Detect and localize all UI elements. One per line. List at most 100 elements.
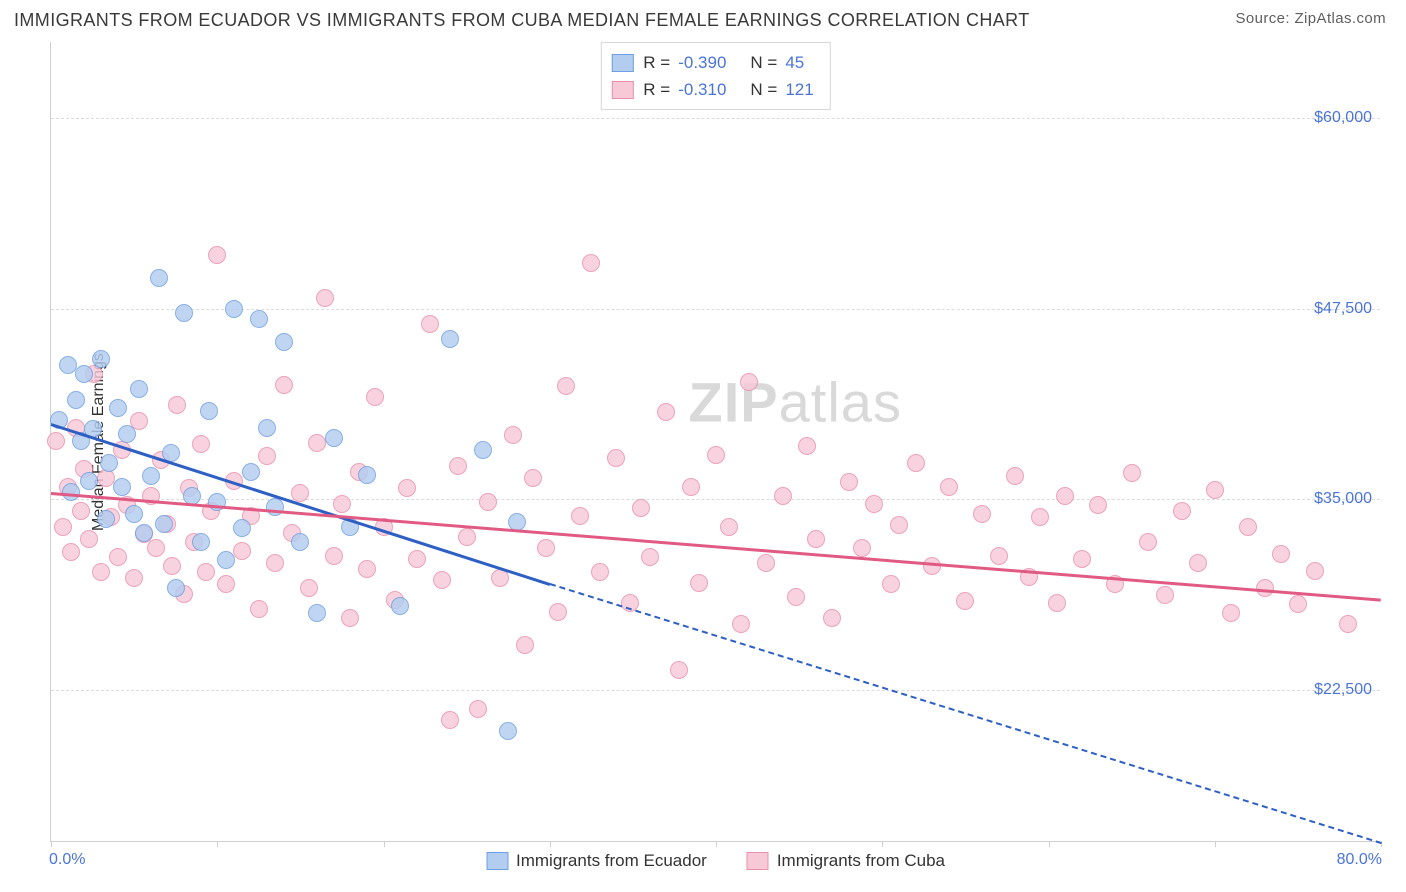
x-tick <box>882 841 883 847</box>
data-point <box>449 457 467 475</box>
data-point <box>192 435 210 453</box>
x-tick <box>51 841 52 847</box>
data-point <box>275 376 293 394</box>
data-point <box>557 377 575 395</box>
data-point <box>1056 487 1074 505</box>
data-point <box>197 563 215 581</box>
data-point <box>740 373 758 391</box>
y-tick-label: $22,500 <box>1314 681 1372 699</box>
data-point <box>956 592 974 610</box>
data-point <box>75 365 93 383</box>
data-point <box>308 604 326 622</box>
data-point <box>175 304 193 322</box>
data-point <box>142 467 160 485</box>
x-axis-min-label: 0.0% <box>49 851 85 869</box>
data-point <box>1089 496 1107 514</box>
data-point <box>537 539 555 557</box>
data-point <box>325 429 343 447</box>
data-point <box>853 539 871 557</box>
data-point <box>707 446 725 464</box>
data-point <box>92 563 110 581</box>
data-point <box>125 569 143 587</box>
data-point <box>990 547 1008 565</box>
data-point <box>233 542 251 560</box>
data-point <box>109 399 127 417</box>
data-point <box>135 524 153 542</box>
data-point <box>109 548 127 566</box>
x-tick <box>550 841 551 847</box>
data-point <box>398 479 416 497</box>
data-point <box>408 550 426 568</box>
data-point <box>571 507 589 525</box>
data-point <box>1189 554 1207 572</box>
data-point <box>670 661 688 679</box>
r-value: -0.310 <box>678 76 726 103</box>
data-point <box>1306 562 1324 580</box>
data-point <box>641 548 659 566</box>
data-point <box>582 254 600 272</box>
data-point <box>940 478 958 496</box>
data-point <box>266 554 284 572</box>
data-point <box>308 434 326 452</box>
data-point <box>499 722 517 740</box>
data-point <box>300 579 318 597</box>
data-point <box>907 454 925 472</box>
n-value: 45 <box>785 49 804 76</box>
gridline <box>51 309 1380 310</box>
r-label: R = <box>643 49 670 76</box>
data-point <box>147 539 165 557</box>
n-label: N = <box>750 49 777 76</box>
data-point <box>1156 586 1174 604</box>
x-tick <box>716 841 717 847</box>
data-point <box>1073 550 1091 568</box>
data-point <box>275 333 293 351</box>
data-point <box>882 575 900 593</box>
data-point <box>100 454 118 472</box>
data-point <box>798 437 816 455</box>
data-point <box>233 519 251 537</box>
data-point <box>421 315 439 333</box>
data-point <box>118 425 136 443</box>
data-point <box>1139 533 1157 551</box>
data-point <box>67 391 85 409</box>
data-point <box>657 403 675 421</box>
data-point <box>113 478 131 496</box>
data-point <box>316 289 334 307</box>
data-point <box>807 530 825 548</box>
data-point <box>732 615 750 633</box>
gridline <box>51 499 1380 500</box>
data-point <box>200 402 218 420</box>
r-value: -0.390 <box>678 49 726 76</box>
data-point <box>192 533 210 551</box>
data-point <box>54 518 72 536</box>
data-point <box>433 571 451 589</box>
data-point <box>150 269 168 287</box>
data-point <box>62 483 80 501</box>
data-point <box>690 574 708 592</box>
data-point <box>1239 518 1257 536</box>
correlation-legend: R = -0.390N = 45R = -0.310N = 121 <box>600 42 830 110</box>
data-point <box>1289 595 1307 613</box>
data-point <box>973 505 991 523</box>
x-tick <box>217 841 218 847</box>
data-point <box>217 575 235 593</box>
watermark: ZIPatlas <box>689 369 902 434</box>
data-point <box>391 597 409 615</box>
data-point <box>258 419 276 437</box>
data-point <box>47 432 65 450</box>
data-point <box>80 472 98 490</box>
data-point <box>72 502 90 520</box>
series-legend: Immigrants from EcuadorImmigrants from C… <box>486 851 945 871</box>
data-point <box>217 551 235 569</box>
data-point <box>787 588 805 606</box>
data-point <box>1031 508 1049 526</box>
data-point <box>250 600 268 618</box>
data-point <box>823 609 841 627</box>
legend-swatch <box>747 852 769 870</box>
data-point <box>1222 604 1240 622</box>
data-point <box>757 554 775 572</box>
x-tick <box>1049 841 1050 847</box>
data-point <box>1006 467 1024 485</box>
data-point <box>62 543 80 561</box>
data-point <box>1123 464 1141 482</box>
